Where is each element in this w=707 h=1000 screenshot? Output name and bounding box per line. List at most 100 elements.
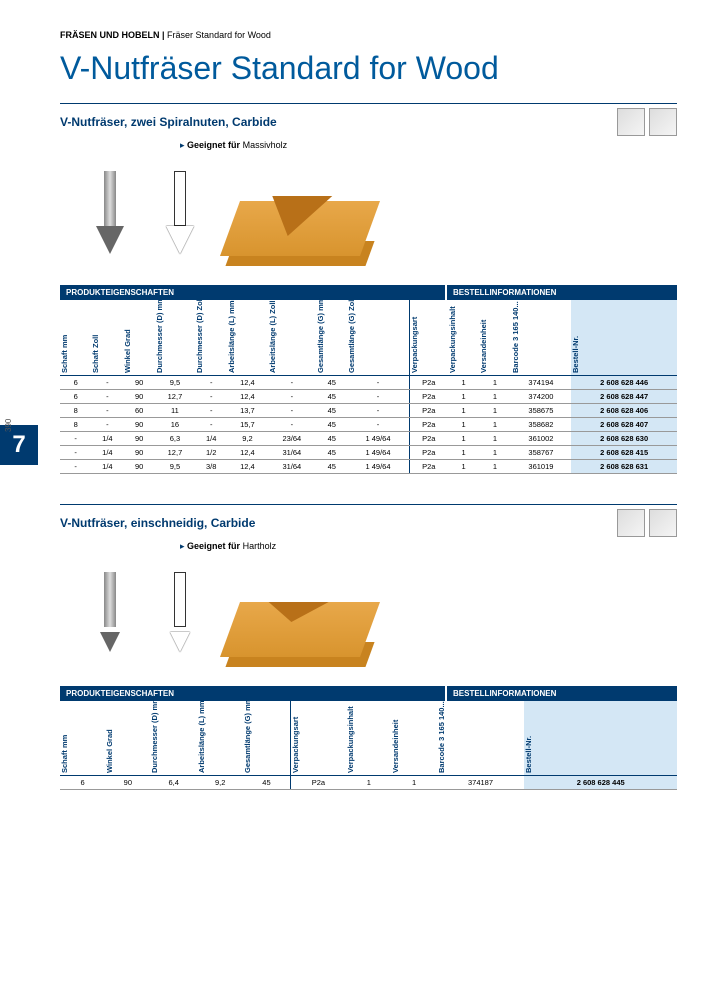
table-cell: 90 [105,776,150,790]
table-cell: P2a [409,459,448,473]
table-cell: 11 [155,403,195,417]
arrow-icon: ▸ [180,140,185,150]
table-cell: 12,4 [227,389,267,403]
table-cell: 12,4 [227,459,267,473]
table-cell: 1 [479,445,510,459]
section-1: V-Nutfräser, zwei Spiralnuten, Carbide ▸… [60,103,677,474]
column-header: Barcode 3 165 140... [511,300,572,375]
table-cell: 90 [123,445,154,459]
table-cell: - [347,403,409,417]
breadcrumb-sub: Fräser Standard for Wood [167,30,271,40]
table-cell: 358682 [511,417,572,431]
table-cell: 9,2 [197,776,243,790]
table-cell: 1 [479,389,510,403]
table-cell: 361019 [511,459,572,473]
table-cell: 23/64 [268,431,316,445]
table-cell: 45 [316,417,347,431]
table-cell: - [195,417,227,431]
column-header: Arbeitslänge (L) mm [227,300,267,375]
table-cell: 12,4 [227,445,267,459]
column-header: Durchmesser (D) mm [155,300,195,375]
thumb-icon [617,108,645,136]
table-cell: 1 [448,445,479,459]
table-cell: 15,7 [227,417,267,431]
table-cell: 1 [479,417,510,431]
table-cell: 374194 [511,375,572,389]
column-header: Bestell-Nr. [524,701,677,776]
material-thumbs [617,108,677,136]
table-cell: - [195,389,227,403]
column-header: Verpackungsart [409,300,448,375]
column-header: Arbeitslänge (L) Zoll [268,300,316,375]
page-number: 390 [4,419,13,432]
column-header: Bestell-Nr. [571,300,677,375]
table-cell: 90 [123,375,154,389]
properties-label: PRODUKTEIGENSCHAFTEN [60,686,445,701]
table-cell: 374200 [511,389,572,403]
table-row: 8-6011-13,7-45-P2a113586752 608 628 406 [60,403,677,417]
table-cell: - [195,403,227,417]
chapter-number: 7 [12,431,25,459]
column-header: Schaft mm [60,701,105,776]
table-row: -1/4909,53/812,431/64451 49/64P2a1136101… [60,459,677,473]
product-images [90,562,677,672]
column-header: Winkel Grad [105,701,150,776]
suitable-for: ▸ Geeignet für Massivholz [180,140,677,151]
section-2-title: V-Nutfräser, einschneidig, Carbide [60,516,255,530]
table-row: 6-9012,7-12,4-45-P2a113742002 608 628 44… [60,389,677,403]
table-row: 8-9016-15,7-45-P2a113586822 608 628 407 [60,417,677,431]
table-cell: 45 [316,403,347,417]
page-title: V-Nutfräser Standard for Wood [60,50,677,87]
table-cell: 3/8 [195,459,227,473]
page-content: FRÄSEN UND HOBELN | Fräser Standard for … [60,0,677,790]
table-cell: 358767 [511,445,572,459]
tool-diagram [160,171,200,271]
table-cell: - [268,403,316,417]
table-cell: 31/64 [268,445,316,459]
table-cell: 16 [155,417,195,431]
table-cell: 45 [316,431,347,445]
table-cell: - [91,403,123,417]
section-2: V-Nutfräser, einschneidig, Carbide ▸ Gee… [60,504,677,791]
table-cell: 1 [479,375,510,389]
column-header: Durchmesser (D) mm [150,701,196,776]
table-cell: 9,5 [155,459,195,473]
column-header: Gesamtlänge (G) mm [243,701,290,776]
table-cell: P2a [409,445,448,459]
arrow-icon: ▸ [180,541,185,551]
table-cell: - [347,417,409,431]
material-thumbs [617,509,677,537]
table-cell: - [91,417,123,431]
table-cell: 12,4 [227,375,267,389]
column-header: Gesamtlänge (G) mm [316,300,347,375]
table-cell: 2 608 628 406 [571,403,677,417]
table-cell: 6,3 [155,431,195,445]
table-cell: 358675 [511,403,572,417]
table-cell: 2 608 628 630 [571,431,677,445]
table-cell: 1/4 [91,445,123,459]
table-cell: - [91,389,123,403]
table-cell: 90 [123,389,154,403]
table-cell: - [268,417,316,431]
table-cell: - [60,445,91,459]
breadcrumb-main: FRÄSEN UND HOBELN [60,30,160,40]
tool-photo [90,171,130,271]
product-table-2: Schaft mmWinkel GradDurchmesser (D) mmAr… [60,701,677,791]
table-cell: 8 [60,403,91,417]
column-header: Verpackungsinhalt [346,701,391,776]
order-label: BESTELLINFORMATIONEN [447,285,677,300]
table-cell: 45 [316,459,347,473]
table-cell: P2a [409,417,448,431]
table-cell: 1/2 [195,445,227,459]
suitable-for: ▸ Geeignet für Hartholz [180,541,677,552]
column-header: Winkel Grad [123,300,154,375]
table-cell: P2a [290,776,346,790]
table-cell: 1 [448,417,479,431]
table-cell: P2a [409,431,448,445]
table-cell: 90 [123,417,154,431]
column-header: Barcode 3 165 140... [437,701,525,776]
table-cell: - [60,431,91,445]
table-cell: - [268,389,316,403]
column-header: Arbeitslänge (L) mm [197,701,243,776]
table-cell: 9,2 [227,431,267,445]
